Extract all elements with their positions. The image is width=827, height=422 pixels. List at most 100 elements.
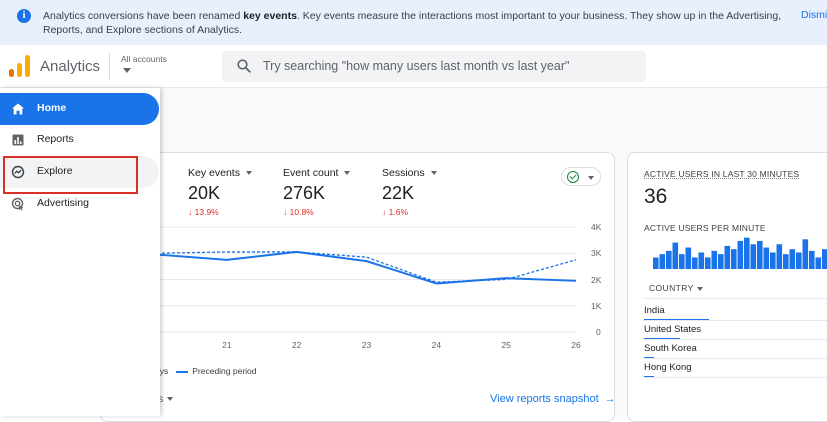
y-tick-label: 0: [596, 327, 601, 337]
arrow-down-icon: ↓: [382, 207, 387, 217]
active-users-bar: [711, 250, 718, 269]
y-tick-label: 2K: [591, 274, 602, 285]
legend-preceding: Preceding period: [192, 366, 257, 376]
active-users-bar: [750, 244, 757, 269]
active-users-bar: [653, 257, 659, 269]
active-users-bar: [802, 239, 809, 269]
active-users-bar: [672, 242, 679, 269]
arrow-down-icon: ↓: [283, 207, 288, 217]
y-tick-label: 3K: [591, 248, 602, 259]
sidebar-item-reports[interactable]: Reports: [0, 124, 159, 156]
chevron-down-icon: [167, 397, 174, 402]
metric-sessions[interactable]: Sessions 22K ↓ 1.6%: [382, 167, 437, 217]
search-placeholder: Try searching "how many users last month…: [263, 59, 570, 73]
legend-current-fragment: ays: [155, 366, 169, 376]
chevron-down-icon: [344, 171, 351, 176]
banner-text-start: Analytics conversions have been renamed: [43, 10, 244, 22]
metric-label: Key events: [188, 167, 240, 179]
metric-change: 10.8%: [289, 207, 314, 217]
metric-label: Sessions: [382, 167, 425, 179]
country-dropdown[interactable]: COUNTRY: [649, 283, 703, 293]
banner-message: Analytics conversions have been renamed …: [43, 9, 783, 37]
dismiss-button[interactable]: Dismi: [801, 9, 827, 21]
active-users-bar: [659, 254, 666, 269]
realtime-subtitle: ACTIVE USERS PER MINUTE: [644, 223, 766, 233]
chevron-down-icon: [696, 286, 703, 291]
active-users-bar: [783, 254, 789, 269]
country-row: South Korea: [644, 343, 697, 354]
country-row: India: [644, 305, 665, 316]
explore-icon: [11, 165, 25, 179]
realtime-value: 36: [644, 185, 668, 208]
series-line-current: [156, 250, 577, 285]
metric-label: Event count: [283, 167, 339, 179]
sidebar-item-label: Home: [37, 102, 67, 114]
view-reports-snapshot-link[interactable]: View reports snapshot →: [490, 393, 616, 405]
chevron-down-icon: [245, 171, 252, 176]
active-users-bar: [737, 240, 744, 269]
search-bar[interactable]: Try searching "how many users last month…: [222, 51, 646, 82]
metric-change: 13.9%: [194, 207, 219, 217]
active-users-bar: [724, 245, 731, 269]
account-selector-label: All accounts: [121, 54, 167, 64]
divider: [643, 339, 827, 340]
line-chart: [150, 226, 577, 333]
x-tick-label: 23: [361, 340, 372, 350]
y-tick-label: 4K: [591, 222, 602, 232]
sidebar-item-advertising[interactable]: Advertising: [0, 188, 159, 220]
analytics-logo-icon: [9, 55, 31, 77]
divider: [643, 320, 827, 321]
chevron-down-icon: [588, 176, 594, 180]
metric-key-events[interactable]: Key events 20K ↓ 13.9%: [188, 167, 252, 217]
banner-text-bold: key events: [243, 10, 297, 22]
search-icon: [237, 59, 251, 73]
active-users-bar: [757, 240, 763, 269]
x-tick-label: 24: [431, 340, 442, 350]
chart-legend: ays Preceding period: [155, 366, 257, 376]
x-tick-label: 26: [571, 340, 581, 350]
active-users-bar: [666, 250, 672, 269]
sidebar-item-explore[interactable]: Explore: [0, 156, 159, 188]
active-users-bar: [731, 249, 737, 269]
sidebar: [0, 88, 160, 416]
chevron-down-icon: [123, 68, 131, 73]
account-selector[interactable]: All accounts: [121, 54, 167, 73]
view-snapshot-label: View reports snapshot: [490, 393, 599, 405]
active-users-bar: [692, 257, 698, 269]
country-row: United States: [644, 324, 702, 335]
metric-change: 1.6%: [388, 207, 408, 217]
x-tick-label: 21: [222, 340, 232, 350]
country-row: Hong Kong: [644, 362, 692, 373]
active-users-bar: [698, 252, 705, 269]
active-users-bar: [789, 249, 796, 269]
divider: [643, 358, 827, 359]
active-users-bar: [770, 252, 776, 269]
active-users-bar-chart: [653, 237, 827, 269]
metric-value: 276K: [283, 183, 326, 203]
active-users-bar: [705, 257, 711, 269]
comparison-toggle-button[interactable]: [561, 167, 601, 186]
y-tick-label: 1K: [591, 300, 602, 311]
announcement-banner: i Analytics conversions have been rename…: [0, 0, 827, 45]
sidebar-item-home[interactable]: Home: [0, 93, 159, 125]
highlight-box: [3, 156, 138, 194]
sidebar-item-label: Explore: [37, 165, 73, 177]
divider: [643, 377, 827, 378]
country-header-label: COUNTRY: [649, 283, 694, 293]
check-circle-icon: [567, 171, 579, 183]
advertising-icon: [11, 197, 24, 211]
sidebar-item-label: Reports: [37, 133, 74, 145]
arrow-right-icon: →: [604, 393, 616, 405]
arrow-down-icon: ↓: [188, 207, 193, 217]
active-users-bar: [809, 250, 815, 269]
sidebar-item-label: Advertising: [37, 197, 89, 209]
banner-text-end: . Key events measure the interactions mo…: [43, 10, 782, 36]
divider: [643, 298, 827, 299]
chevron-down-icon: [430, 171, 437, 176]
header-divider: [109, 53, 110, 80]
active-users-bar: [796, 252, 802, 269]
metric-event-count[interactable]: Event count 276K ↓ 10.8%: [283, 167, 351, 217]
bar-chart-icon: [12, 134, 24, 146]
info-icon: i: [17, 9, 31, 23]
active-users-bar: [685, 247, 692, 269]
